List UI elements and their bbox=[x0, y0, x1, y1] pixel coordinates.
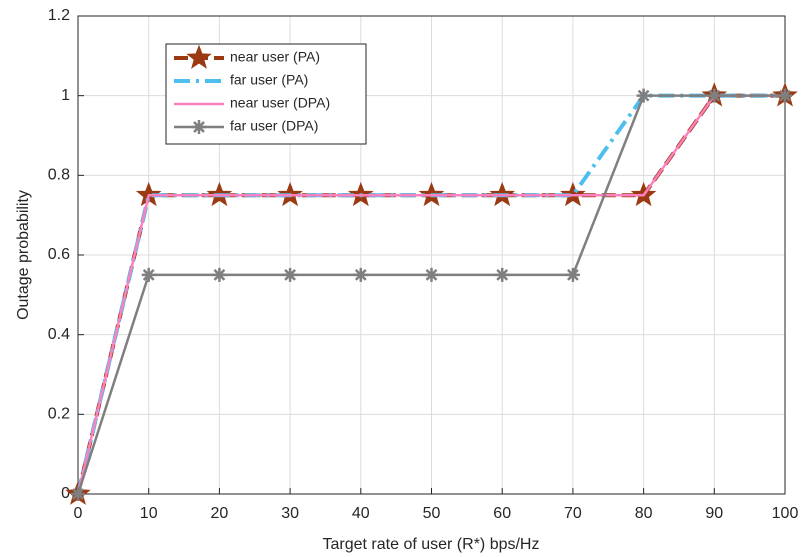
x-tick-label: 40 bbox=[352, 505, 370, 522]
y-tick-label: 1 bbox=[61, 87, 70, 104]
y-tick-label: 0.2 bbox=[48, 406, 70, 423]
marker-asterisk bbox=[565, 267, 580, 282]
x-tick-label: 90 bbox=[705, 505, 723, 522]
plot-frame bbox=[77, 15, 786, 495]
marker-asterisk bbox=[778, 88, 792, 103]
marker-asterisk bbox=[141, 267, 156, 282]
marker-asterisk bbox=[71, 487, 85, 501]
x-tick-label: 60 bbox=[493, 505, 511, 522]
marker-asterisk bbox=[707, 88, 722, 103]
y-tick-label: 0 bbox=[61, 485, 70, 502]
y-tick-label: 0.6 bbox=[48, 246, 70, 263]
x-tick-label: 70 bbox=[564, 505, 582, 522]
marker-asterisk bbox=[495, 267, 510, 282]
marker-star bbox=[186, 44, 212, 69]
legend: near user (PA) far user (PA) near user (DP… bbox=[165, 43, 367, 145]
marker-asterisk bbox=[212, 267, 227, 282]
x-axis-label: Target rate of user (R*) bps/Hz bbox=[323, 536, 540, 553]
marker-asterisk bbox=[424, 267, 439, 282]
legend-label: near user (PA) bbox=[230, 49, 320, 65]
x-tick-label: 100 bbox=[772, 505, 799, 522]
marker-asterisk bbox=[353, 267, 368, 282]
y-tick-label: 0.8 bbox=[48, 167, 70, 184]
marker-asterisk bbox=[192, 120, 206, 134]
x-tick-label: 80 bbox=[635, 505, 653, 522]
x-tick-label: 0 bbox=[74, 505, 83, 522]
x-tick-label: 30 bbox=[281, 505, 299, 522]
series-line bbox=[76, 94, 785, 495]
legend-label: near user (DPA) bbox=[230, 95, 330, 111]
y-axis-label: Outage probability bbox=[15, 190, 32, 320]
y-tick-label: 0.4 bbox=[48, 326, 70, 343]
legend-label: far user (PA) bbox=[230, 72, 308, 88]
x-tick-label: 10 bbox=[140, 505, 158, 522]
legend-label: far user (DPA) bbox=[230, 118, 318, 134]
marker-asterisk bbox=[636, 88, 651, 103]
marker-asterisk bbox=[283, 267, 298, 282]
x-tick-label: 50 bbox=[423, 505, 441, 522]
x-tick-label: 20 bbox=[211, 505, 229, 522]
y-tick-label: 1.2 bbox=[48, 7, 70, 24]
